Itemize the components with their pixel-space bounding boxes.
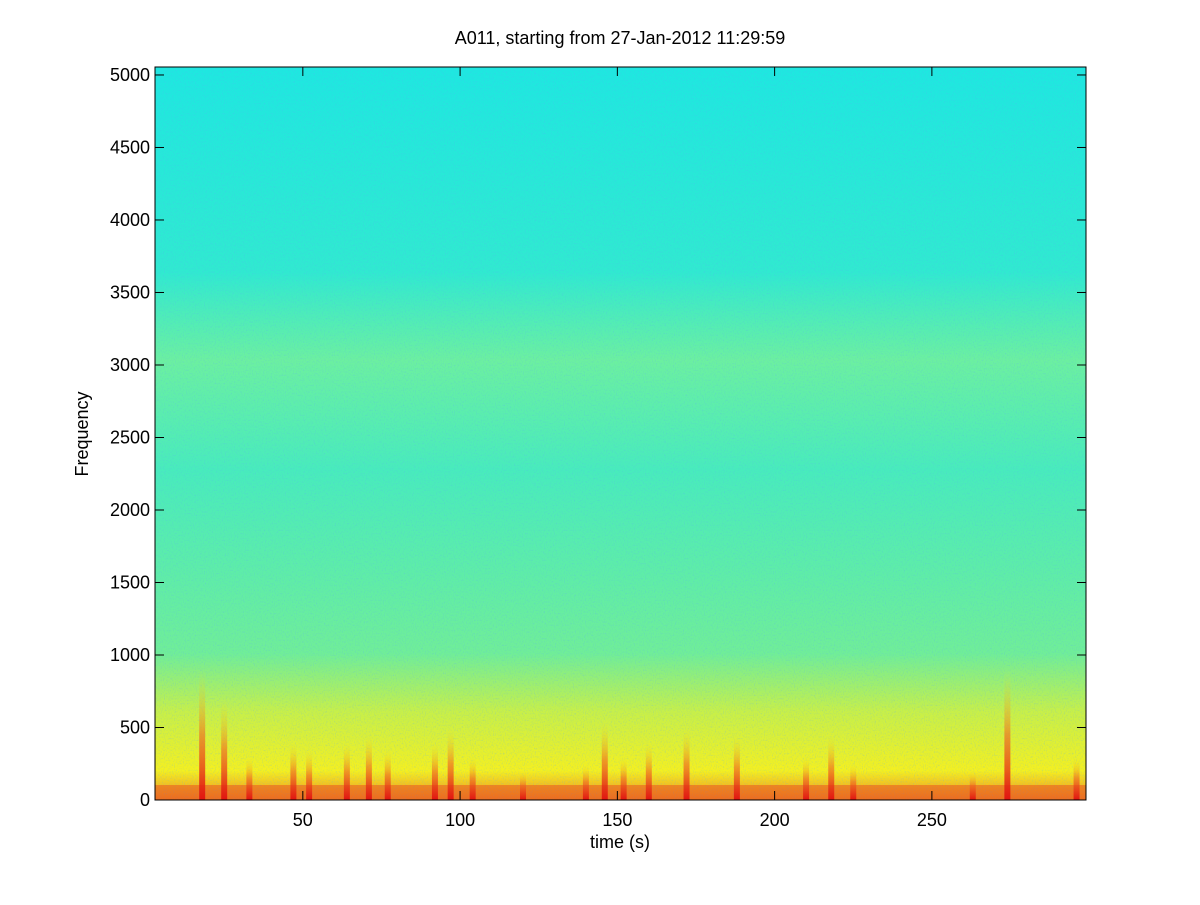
y-tick-label: 2000 xyxy=(110,500,150,520)
burst xyxy=(447,727,454,800)
y-tick-label: 3000 xyxy=(110,355,150,375)
y-tick-label: 500 xyxy=(120,717,150,737)
x-tick-label: 200 xyxy=(760,810,790,830)
burst xyxy=(645,741,652,800)
burst xyxy=(1073,756,1080,800)
x-tick-label: 250 xyxy=(917,810,947,830)
y-tick-label: 0 xyxy=(140,790,150,810)
burst xyxy=(469,756,476,800)
burst xyxy=(969,770,976,800)
burst xyxy=(601,720,608,800)
burst xyxy=(803,756,810,800)
x-tick-label: 100 xyxy=(445,810,475,830)
x-axis-label: time (s) xyxy=(590,832,650,852)
y-tick-label: 3500 xyxy=(110,282,150,302)
y-tick-label: 1500 xyxy=(110,572,150,592)
burst xyxy=(1004,669,1011,800)
y-axis-label: Frequency xyxy=(72,391,92,476)
burst xyxy=(384,749,391,800)
burst xyxy=(620,756,627,800)
y-tick-label: 4000 xyxy=(110,210,150,230)
x-tick-label: 50 xyxy=(293,810,313,830)
chart-title: A011, starting from 27-Jan-2012 11:29:59 xyxy=(455,28,786,48)
burst xyxy=(306,749,313,800)
spectrogram-noise xyxy=(155,67,1086,800)
plot-frame xyxy=(154,66,1087,801)
burst xyxy=(519,770,526,800)
burst xyxy=(246,756,253,800)
y-tick-label: 1000 xyxy=(110,645,150,665)
burst xyxy=(199,669,206,800)
x-tick-label: 150 xyxy=(602,810,632,830)
y-tick-label: 4500 xyxy=(110,137,150,157)
burst xyxy=(365,734,372,800)
burst xyxy=(343,741,350,800)
burst xyxy=(683,727,690,800)
burst xyxy=(850,763,857,800)
burst xyxy=(828,734,835,800)
burst xyxy=(221,698,228,800)
y-tick-label: 5000 xyxy=(110,65,150,85)
y-tick-label: 2500 xyxy=(110,427,150,447)
burst xyxy=(431,741,438,800)
burst xyxy=(733,734,740,800)
burst xyxy=(290,741,297,800)
burst xyxy=(582,763,589,800)
